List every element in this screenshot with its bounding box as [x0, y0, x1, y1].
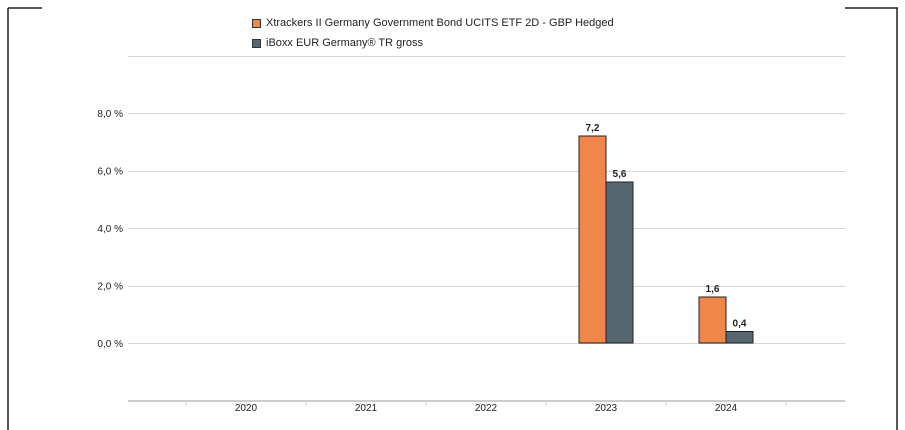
- bar: [725, 331, 754, 344]
- data-label: 0,4: [733, 319, 747, 330]
- x-tick-label: 2022: [475, 403, 498, 414]
- bars: 7,2 5,6 1,6 0,4: [578, 123, 754, 344]
- legend-swatch-index: [252, 38, 261, 48]
- bar: [698, 296, 727, 344]
- y-tick-label: 0,0 %: [97, 339, 123, 350]
- x-tick-label: 2021: [355, 403, 378, 414]
- x-tick-label: 2023: [595, 403, 618, 414]
- bar: [578, 135, 607, 344]
- legend-item-index[interactable]: iBoxx EUR Germany® TR gross: [252, 33, 614, 53]
- legend-label-index: iBoxx EUR Germany® TR gross: [266, 37, 424, 49]
- x-tick-label: 2024: [715, 403, 738, 414]
- legend-swatch-etf: [252, 18, 261, 28]
- data-label: 7,2: [586, 123, 600, 134]
- y-tick-label: 4,0 %: [97, 224, 123, 235]
- gridlines: [128, 56, 845, 402]
- x-axis: 2020 2021 2022 2023 2024: [128, 400, 845, 414]
- x-tick-label: 2020: [235, 403, 258, 414]
- legend: Xtrackers II Germany Government Bond UCI…: [252, 13, 614, 53]
- data-label: 5,6: [613, 169, 627, 180]
- legend-label-etf: Xtrackers II Germany Government Bond UCI…: [266, 17, 614, 29]
- data-label: 1,6: [706, 284, 720, 295]
- y-tick-label: 2,0 %: [97, 282, 123, 293]
- y-tick-label: 8,0 %: [97, 109, 123, 120]
- bar: [605, 181, 634, 344]
- legend-item-etf[interactable]: Xtrackers II Germany Government Bond UCI…: [252, 13, 614, 33]
- y-tick-label: 6,0 %: [97, 167, 123, 178]
- y-axis: 0,0 % 2,0 % 4,0 % 6,0 % 8,0 %: [97, 109, 123, 350]
